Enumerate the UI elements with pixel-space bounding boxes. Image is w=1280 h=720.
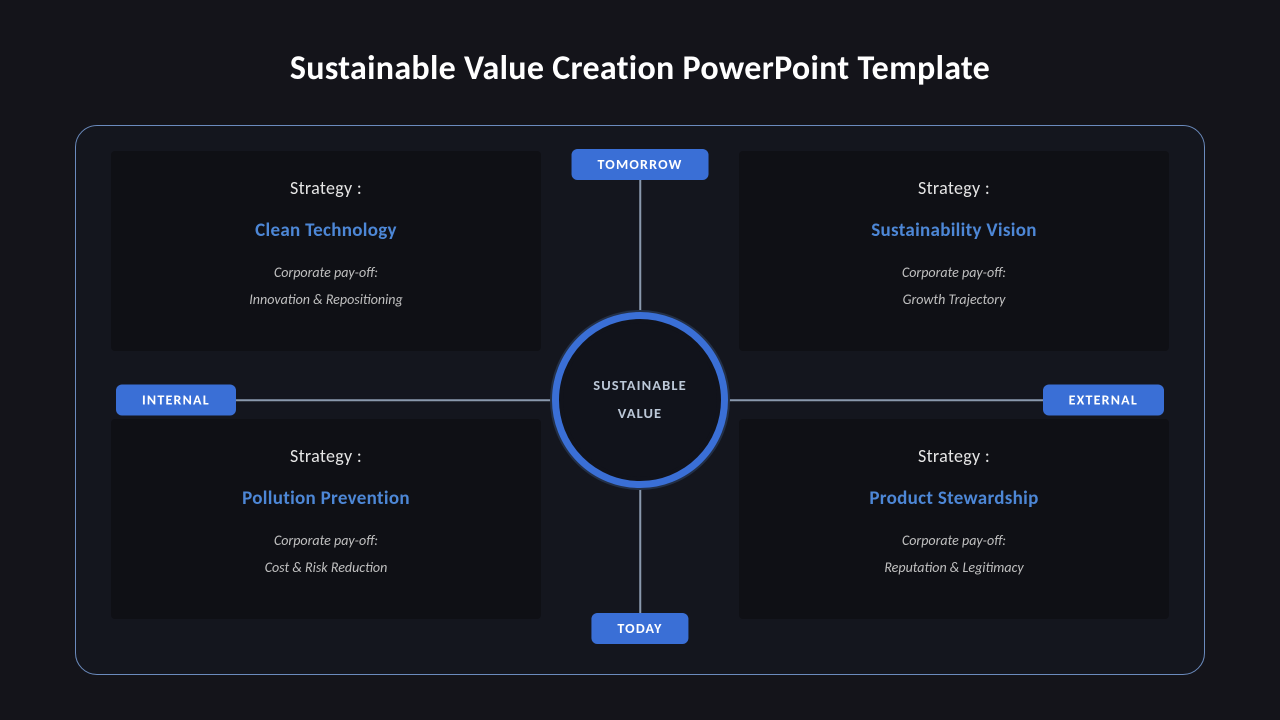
payoff-value: Growth Trajectory	[739, 291, 1169, 308]
axis-pill-left: INTERNAL	[116, 385, 236, 416]
payoff-label: Corporate pay-off:	[739, 264, 1169, 281]
strategy-name: Clean Technology	[111, 219, 541, 242]
strategy-name: Sustainability Vision	[739, 219, 1169, 242]
strategy-label: Strategy :	[111, 445, 541, 467]
axis-pill-right: EXTERNAL	[1043, 385, 1164, 416]
payoff-value: Innovation & Repositioning	[111, 291, 541, 308]
quadrant-bottom-right: Strategy : Product Stewardship Corporate…	[739, 419, 1169, 619]
strategy-label: Strategy :	[739, 445, 1169, 467]
center-line-1: SUSTAINABLE	[593, 372, 687, 400]
center-circle: SUSTAINABLE VALUE	[552, 312, 728, 488]
axis-pill-bottom: TODAY	[591, 613, 688, 644]
strategy-name: Pollution Prevention	[111, 487, 541, 510]
payoff-label: Corporate pay-off:	[111, 532, 541, 549]
payoff-label: Corporate pay-off:	[739, 532, 1169, 549]
payoff-value: Reputation & Legitimacy	[739, 559, 1169, 576]
strategy-name: Product Stewardship	[739, 487, 1169, 510]
payoff-label: Corporate pay-off:	[111, 264, 541, 281]
connector-left	[226, 399, 556, 401]
strategy-label: Strategy :	[739, 177, 1169, 199]
diagram-frame: Strategy : Clean Technology Corporate pa…	[75, 125, 1205, 675]
connector-top	[639, 178, 641, 328]
page-title: Sustainable Value Creation PowerPoint Te…	[0, 0, 1280, 89]
payoff-value: Cost & Risk Reduction	[111, 559, 541, 576]
axis-pill-top: TOMORROW	[572, 149, 709, 180]
strategy-label: Strategy :	[111, 177, 541, 199]
quadrant-top-left: Strategy : Clean Technology Corporate pa…	[111, 151, 541, 351]
quadrant-top-right: Strategy : Sustainability Vision Corpora…	[739, 151, 1169, 351]
quadrant-bottom-left: Strategy : Pollution Prevention Corporat…	[111, 419, 541, 619]
connector-right	[724, 399, 1054, 401]
center-line-2: VALUE	[618, 400, 662, 428]
